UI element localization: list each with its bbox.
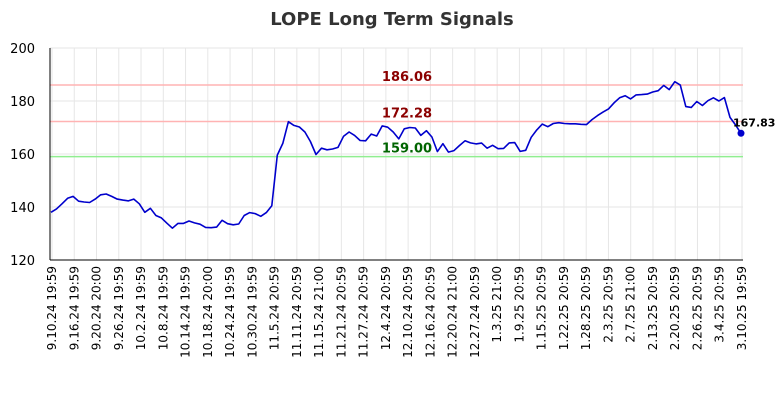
y-axis-ticks: 120 140 160 180 200 — [10, 42, 35, 269]
x-tick-label: 12.16.24 20:59 — [423, 266, 437, 358]
x-tick-label: 12.27.24 20:59 — [468, 266, 482, 358]
x-tick-label: 11.11.24 20:59 — [290, 266, 304, 358]
series-group: 167.83 — [50, 80, 775, 229]
x-tick-label: 1.22.25 20:59 — [557, 266, 571, 350]
x-tick-label: 2.26.25 20:59 — [690, 266, 704, 350]
x-tick-label: 1.3.25 21:00 — [490, 266, 504, 343]
x-tick-label: 9.10.24 19:59 — [45, 266, 59, 350]
series-line — [50, 80, 742, 229]
reference-lines — [50, 84, 743, 158]
reference-line-label: 172.28 — [382, 106, 432, 121]
x-tick-label: 10.24.24 19:59 — [223, 266, 237, 358]
x-tick-label: 12.4.24 20:59 — [379, 266, 393, 350]
x-tick-label: 9.16.24 19:59 — [67, 266, 81, 350]
x-tick-label: 11.15.24 21:00 — [312, 266, 326, 358]
reference-line-label: 186.06 — [382, 70, 432, 85]
x-tick-label: 3.10.25 19:59 — [735, 266, 749, 350]
x-tick-label: 11.27.24 20:59 — [357, 266, 371, 358]
axes — [49, 48, 743, 261]
x-tick-label: 12.10.24 20:59 — [401, 266, 415, 358]
y-tick-label: 160 — [10, 148, 35, 163]
x-tick-label: 12.20.24 21:00 — [446, 266, 460, 358]
x-tick-label: 2.20.25 20:59 — [668, 266, 682, 350]
x-tick-label: 10.30.24 19:59 — [245, 266, 259, 358]
x-tick-label: 11.5.24 20:59 — [268, 266, 282, 350]
x-tick-label: 1.15.25 20:59 — [535, 266, 549, 350]
reference-line-label: 159.00 — [382, 142, 432, 157]
x-tick-label: 10.2.24 19:59 — [134, 266, 148, 350]
y-tick-label: 180 — [10, 95, 35, 110]
reference-labels: 186.06 172.28 159.00 — [382, 70, 432, 157]
x-tick-label: 11.21.24 20:59 — [334, 266, 348, 358]
x-axis-ticks: 9.10.24 19:59 9.16.24 19:59 9.20.24 20:00 9… — [45, 266, 749, 358]
x-tick-label: 2.13.25 20:59 — [646, 266, 660, 350]
last-point-marker — [737, 129, 745, 137]
x-tick-label: 10.18.24 20:00 — [201, 266, 215, 358]
y-tick-label: 140 — [10, 201, 35, 216]
x-tick-label: 2.3.25 20:59 — [601, 266, 615, 343]
y-tick-label: 120 — [10, 254, 35, 269]
x-tick-label: 1.9.25 20:59 — [512, 266, 526, 343]
last-value-label: 167.83 — [733, 116, 775, 129]
chart-title: LOPE Long Term Signals — [270, 9, 514, 30]
x-tick-label: 1.28.25 20:59 — [579, 266, 593, 350]
x-tick-label: 3.4.25 20:59 — [713, 266, 727, 343]
y-tick-label: 200 — [10, 42, 35, 57]
x-tick-label: 9.26.24 19:59 — [112, 266, 126, 350]
x-tick-label: 9.20.24 20:00 — [90, 266, 104, 350]
x-tick-label: 2.7.25 21:00 — [624, 266, 638, 343]
x-tick-label: 10.8.24 19:59 — [156, 266, 170, 350]
x-tick-label: 10.14.24 19:59 — [179, 266, 193, 358]
